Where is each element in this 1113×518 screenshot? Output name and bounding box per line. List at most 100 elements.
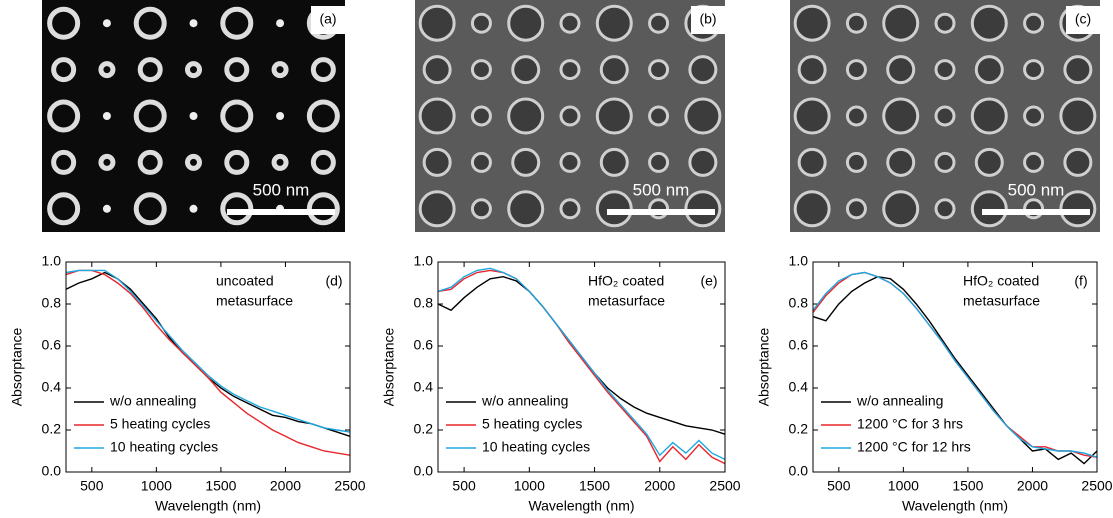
panel-label: (e) [700, 273, 717, 289]
x-tick-label: 2500 [334, 478, 365, 494]
particle [47, 192, 81, 226]
particle [98, 153, 116, 171]
particle [648, 105, 670, 127]
particle [793, 4, 831, 42]
x-tick-label: 500 [452, 478, 476, 494]
particle [1063, 55, 1093, 85]
particle [974, 55, 1004, 85]
particle [418, 190, 456, 228]
particle [422, 147, 452, 177]
particle [470, 198, 492, 220]
sem-image: (c) 500 nm [790, 0, 1100, 232]
y-tick-label: 0.0 [414, 463, 434, 479]
particle [886, 147, 916, 177]
data-line [437, 267, 726, 461]
y-tick-label: 0.8 [42, 295, 62, 311]
particle [47, 6, 81, 40]
particle [648, 198, 670, 220]
particle [185, 153, 202, 171]
particle [511, 147, 541, 177]
x-tick-label: 1000 [514, 478, 545, 494]
particle [418, 97, 456, 135]
particle [102, 204, 111, 213]
particle [559, 198, 581, 220]
data-line [65, 271, 351, 437]
particle [1023, 151, 1045, 173]
particle [882, 190, 920, 228]
particle [684, 97, 722, 135]
particle [189, 204, 198, 213]
particle [224, 149, 250, 175]
y-tick-label: 0.2 [789, 421, 809, 437]
particle [688, 55, 718, 85]
particle [507, 4, 545, 42]
particle [1023, 198, 1045, 220]
x-tick-label: 1000 [888, 478, 919, 494]
scale-bar-label: 500 nm [1008, 180, 1065, 199]
particle [684, 190, 722, 228]
x-tick-label: 1500 [952, 478, 983, 494]
y-tick-label: 0.4 [789, 379, 809, 395]
panel-label: (d) [325, 273, 342, 289]
particle [797, 55, 827, 85]
particle [507, 190, 545, 228]
particle [970, 4, 1008, 42]
x-axis-label: Wavelength (nm) [155, 498, 261, 514]
particle [599, 147, 629, 177]
particle [185, 61, 202, 79]
y-tick-label: 1.0 [42, 253, 62, 269]
x-axis-label: Wavelength (nm) [528, 498, 634, 514]
particle [1059, 97, 1097, 135]
annotation: metasurface [216, 293, 293, 309]
plot-frame [65, 261, 351, 473]
chart: 0.0 0.2 0.4 0.6 0.8 1.0 500 1000 1500 2000 2500 w/o… [381, 253, 741, 514]
label-box [1066, 6, 1100, 34]
annotation: metasurface [588, 293, 665, 309]
legend-label: 1200 °C for 12 hrs [857, 439, 971, 455]
particle [1023, 12, 1045, 34]
particle [559, 12, 581, 34]
particle [970, 97, 1008, 135]
data-line [65, 269, 351, 433]
plot-frame [812, 261, 1098, 473]
y-tick-label: 1.0 [789, 253, 809, 269]
label-box [311, 6, 345, 34]
particle [793, 97, 831, 135]
y-tick-label: 0.6 [42, 337, 62, 353]
particle [310, 149, 336, 175]
particle [882, 97, 920, 135]
scale-bar-label: 500 nm [253, 180, 310, 199]
data-line [812, 271, 1098, 458]
chart: 0.0 0.2 0.4 0.6 0.8 1.0 500 1000 1500 2000 2500 w/o… [9, 253, 366, 514]
y-axis-label: Absorptance [756, 327, 772, 406]
annotation: metasurface [963, 293, 1040, 309]
particle [1059, 190, 1097, 228]
particle [1063, 147, 1093, 177]
particle [845, 198, 867, 220]
x-tick-label: 500 [827, 478, 851, 494]
image-label: (c) [1075, 11, 1091, 27]
particle [970, 190, 1008, 228]
particle [934, 12, 956, 34]
particle [418, 4, 456, 42]
y-tick-label: 0.4 [42, 379, 62, 395]
particle [51, 57, 77, 83]
legend-label: w/o annealing [109, 393, 196, 409]
particle [1023, 105, 1045, 127]
particle [306, 192, 340, 226]
particle [688, 147, 718, 177]
legend-label: 10 heating cycles [110, 439, 218, 455]
particle [845, 12, 867, 34]
particle [511, 55, 541, 85]
y-tick-label: 0.2 [42, 421, 62, 437]
particle [599, 55, 629, 85]
particle [845, 105, 867, 127]
particle [595, 4, 633, 42]
particle [102, 19, 111, 28]
particle [470, 12, 492, 34]
particle [559, 105, 581, 127]
particle [224, 57, 250, 83]
particle [470, 59, 492, 81]
x-tick-label: 2500 [1081, 478, 1112, 494]
